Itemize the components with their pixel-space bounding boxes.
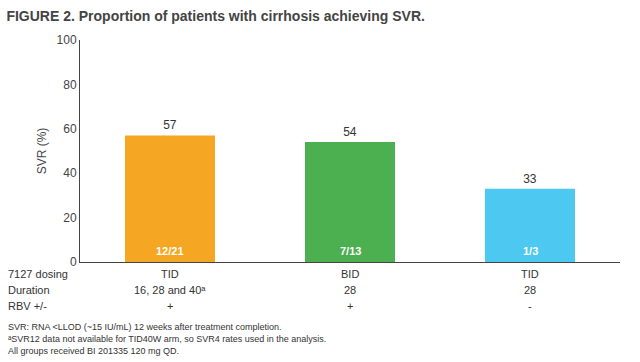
svg-text:7/13: 7/13: [340, 245, 361, 257]
svg-text:28: 28: [344, 284, 356, 296]
svg-text:100: 100: [57, 33, 77, 47]
svg-text:1/3: 1/3: [523, 245, 538, 257]
svg-text:33: 33: [523, 172, 537, 186]
svg-text:SVR (%): SVR (%): [35, 128, 49, 175]
svg-text:RBV +/-: RBV +/-: [8, 300, 47, 312]
svg-text:28: 28: [524, 284, 536, 296]
svg-text:Duration: Duration: [8, 284, 50, 296]
svg-text:+: +: [167, 300, 173, 312]
svg-text:TID: TID: [161, 268, 179, 280]
svg-text:54: 54: [343, 125, 357, 139]
svg-text:0: 0: [70, 255, 77, 269]
svg-text:12/21: 12/21: [156, 245, 184, 257]
svg-text:16, 28 and 40ᵃ: 16, 28 and 40ᵃ: [134, 284, 206, 296]
svg-text:SVR: RNA <LLOD (~15 IU/mL) 12: SVR: RNA <LLOD (~15 IU/mL) 12 weeks afte…: [8, 322, 282, 332]
svg-text:40: 40: [63, 166, 77, 180]
svg-text:80: 80: [63, 78, 77, 92]
svg-text:20: 20: [63, 211, 77, 225]
svg-text:7127 dosing: 7127 dosing: [8, 268, 68, 280]
svg-text:All groups received BI 201335: All groups received BI 201335 120 mg QD.: [8, 346, 179, 356]
svg-text:60: 60: [63, 122, 77, 136]
svg-text:-: -: [528, 300, 532, 312]
svg-text:ᵃSVR12 data not available for: ᵃSVR12 data not available for TID40W arm…: [8, 334, 326, 344]
svg-text:+: +: [347, 300, 353, 312]
svg-text:BID: BID: [341, 268, 359, 280]
svg-text:57: 57: [163, 118, 177, 132]
svg-text:FIGURE 2. Proportion of patien: FIGURE 2. Proportion of patients with ci…: [6, 8, 425, 24]
svg-text:TID: TID: [521, 268, 539, 280]
